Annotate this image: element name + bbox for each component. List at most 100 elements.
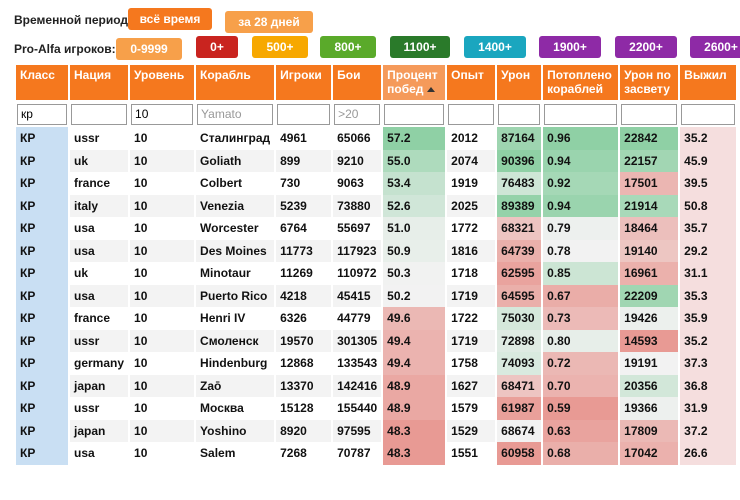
exp-cell: 1719 xyxy=(447,284,496,307)
proalfa-2600-button[interactable]: 2600+ xyxy=(690,36,740,58)
table-row[interactable]: КР italy 10 Venezia 5239 73880 52.6 2025 89389 0.… xyxy=(16,194,737,217)
winrate-filter-input[interactable] xyxy=(384,103,445,125)
kills-cell: 0.78 xyxy=(543,239,619,262)
survived-cell: 31.1 xyxy=(680,262,737,285)
col-header-players[interactable]: Игроки xyxy=(276,65,332,102)
period-all-time-button[interactable]: всё время xyxy=(128,8,212,30)
battles-cell: 97595 xyxy=(333,419,382,442)
tier-cell: 10 xyxy=(130,217,195,240)
proalfa-500-button[interactable]: 500+ xyxy=(252,36,308,58)
damage-cell: 72898 xyxy=(497,329,542,352)
ship-filter-input[interactable] xyxy=(197,103,274,125)
class-cell: КР xyxy=(16,194,68,217)
class-filter-input[interactable] xyxy=(17,103,67,125)
table-row[interactable]: КР france 10 Colbert 730 9063 53.4 1919 76483 0.9… xyxy=(16,172,737,195)
ship-cell: Des Moines xyxy=(196,239,275,262)
ship-cell: Сталинград xyxy=(196,127,275,150)
proalfa-0-plus-button[interactable]: 0+ xyxy=(196,36,238,58)
battles-filter-input[interactable] xyxy=(334,103,381,125)
proalfa-1900-button[interactable]: 1900+ xyxy=(539,36,601,58)
table-row[interactable]: КР france 10 Henri IV 6326 44779 49.6 1722 75030… xyxy=(16,307,737,330)
col-header-tier[interactable]: Уровень xyxy=(130,65,195,102)
nation-cell: japan xyxy=(70,419,129,442)
proalfa-800-button[interactable]: 800+ xyxy=(320,36,376,58)
survived-cell: 50.8 xyxy=(680,194,737,217)
table-row[interactable]: КР ussr 10 Сталинград 4961 65066 57.2 2012 87164… xyxy=(16,127,737,150)
col-header-battles[interactable]: Бои xyxy=(333,65,382,102)
table-row[interactable]: КР usa 10 Des Moines 11773 117923 50.9 1816 6473… xyxy=(16,239,737,262)
col-header-survived[interactable]: Выжил xyxy=(680,65,737,102)
battles-cell: 9210 xyxy=(333,149,382,172)
spot-cell: 20356 xyxy=(620,374,679,397)
spot-cell: 21914 xyxy=(620,194,679,217)
survived-cell: 35.7 xyxy=(680,217,737,240)
col-header-nation[interactable]: Нация xyxy=(70,65,129,102)
players-cell: 730 xyxy=(276,172,332,195)
table-row[interactable]: КР usa 10 Puerto Rico 4218 45415 50.2 1719 64595… xyxy=(16,284,737,307)
exp-filter-input[interactable] xyxy=(448,103,495,125)
col-header-spot-damage[interactable]: Урон по засвету xyxy=(620,65,679,102)
damage-cell: 64595 xyxy=(497,284,542,307)
col-header-winrate[interactable]: Процент побед xyxy=(383,65,446,102)
ship-cell: Salem xyxy=(196,442,275,465)
kills-cell: 0.63 xyxy=(543,419,619,442)
spot-cell: 19191 xyxy=(620,352,679,375)
players-cell: 6764 xyxy=(276,217,332,240)
nation-filter-input[interactable] xyxy=(71,103,128,125)
exp-cell: 1627 xyxy=(447,374,496,397)
proalfa-label: Pro-Alfa игроков: xyxy=(14,42,116,56)
table-row[interactable]: КР uk 10 Minotaur 11269 110972 50.3 1718 62595 0.… xyxy=(16,262,737,285)
col-header-ship[interactable]: Корабль xyxy=(196,65,275,102)
spot-cell: 17501 xyxy=(620,172,679,195)
proalfa-1100-button[interactable]: 1100+ xyxy=(390,36,450,58)
class-cell: КР xyxy=(16,307,68,330)
ship-cell: Goliath xyxy=(196,149,275,172)
table-row[interactable]: КР uk 10 Goliath 899 9210 55.0 2074 90396 0.94 221… xyxy=(16,149,737,172)
winrate-header-label: Процент побед xyxy=(387,68,438,96)
filter-cell xyxy=(276,102,332,127)
filter-cell xyxy=(130,102,195,127)
kills-filter-input[interactable] xyxy=(544,103,618,125)
table-row[interactable]: КР japan 10 Yoshino 8920 97595 48.3 1529 68674 0.… xyxy=(16,419,737,442)
winrate-cell: 55.0 xyxy=(383,149,446,172)
proalfa-0-9999-button[interactable]: 0-9999 xyxy=(116,38,182,60)
survived-cell: 45.9 xyxy=(680,149,737,172)
filter-cell xyxy=(680,102,737,127)
proalfa-2200-button[interactable]: 2200+ xyxy=(615,36,677,58)
ship-cell: Worcester xyxy=(196,217,275,240)
col-header-class[interactable]: Класс xyxy=(16,65,68,102)
table-row[interactable]: КР ussr 10 Москва 15128 155440 48.9 1579 61987 0.… xyxy=(16,397,737,420)
period-28-days-button[interactable]: за 28 дней xyxy=(225,11,313,33)
survived-cell: 26.6 xyxy=(680,442,737,465)
kills-cell: 0.67 xyxy=(543,284,619,307)
tier-cell: 10 xyxy=(130,329,195,352)
battles-cell: 9063 xyxy=(333,172,382,195)
table-row[interactable]: КР ussr 10 Смоленск 19570 301305 49.4 1719 72898… xyxy=(16,329,737,352)
tier-cell: 10 xyxy=(130,262,195,285)
col-header-kills[interactable]: Потоплено кораблей xyxy=(543,65,619,102)
damage-filter-input[interactable] xyxy=(498,103,541,125)
proalfa-1400-button[interactable]: 1400+ xyxy=(464,36,526,58)
damage-cell: 89389 xyxy=(497,194,542,217)
col-header-damage[interactable]: Урон xyxy=(497,65,542,102)
table-row[interactable]: КР germany 10 Hindenburg 12868 133543 49.4 1758… xyxy=(16,352,737,375)
tier-filter-input[interactable] xyxy=(131,103,194,125)
class-cell: КР xyxy=(16,127,68,150)
nation-cell: uk xyxy=(70,262,129,285)
kills-cell: 0.79 xyxy=(543,217,619,240)
table-row[interactable]: КР usa 10 Salem 7268 70787 48.3 1551 60958 0.68 17… xyxy=(16,442,737,465)
players-cell: 15128 xyxy=(276,397,332,420)
filter-cell xyxy=(447,102,496,127)
ship-cell: Смоленск xyxy=(196,329,275,352)
col-header-exp[interactable]: Опыт xyxy=(447,65,496,102)
table-row[interactable]: КР japan 10 Zaō 13370 142416 48.9 1627 68471 0.70… xyxy=(16,374,737,397)
battles-cell: 45415 xyxy=(333,284,382,307)
kills-cell: 0.94 xyxy=(543,194,619,217)
survived-filter-input[interactable] xyxy=(681,103,736,125)
nation-cell: germany xyxy=(70,352,129,375)
spot-filter-input[interactable] xyxy=(621,103,678,125)
players-filter-input[interactable] xyxy=(277,103,331,125)
survived-cell: 35.2 xyxy=(680,127,737,150)
ship-cell: Colbert xyxy=(196,172,275,195)
table-row[interactable]: КР usa 10 Worcester 6764 55697 51.0 1772 68321 0.… xyxy=(16,217,737,240)
